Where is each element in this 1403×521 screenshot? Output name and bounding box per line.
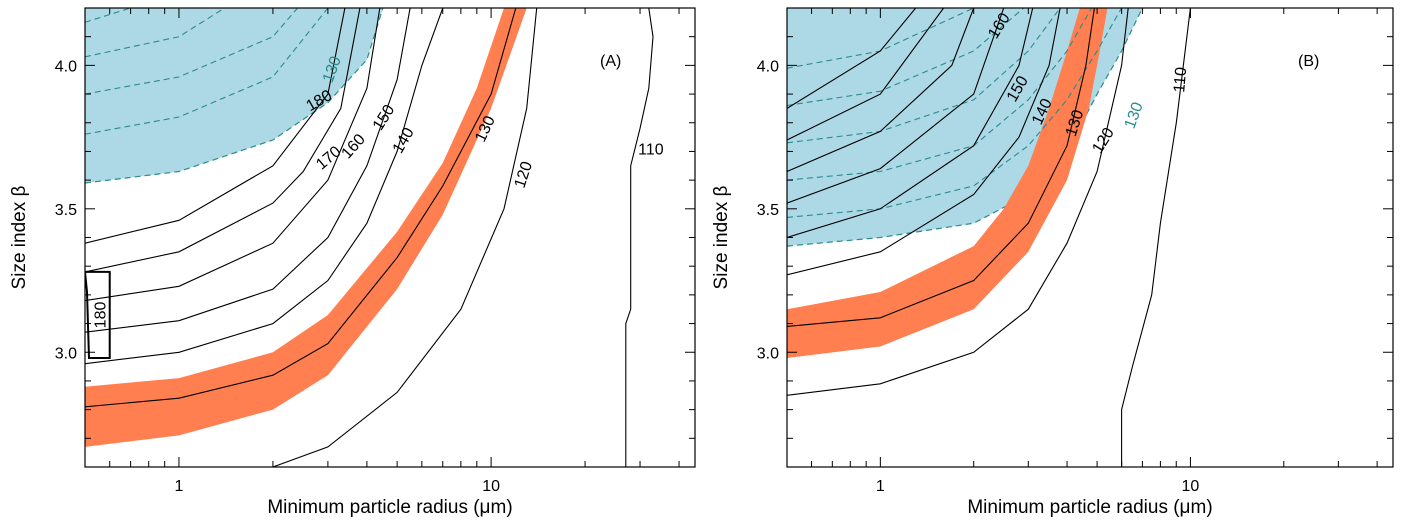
- contour-line-180: [85, 8, 346, 244]
- contour-line-170: [85, 8, 361, 273]
- contour-line-120: [272, 8, 538, 467]
- dashed-contour-2: [85, 8, 225, 58]
- x-tick-label: 10: [1182, 478, 1200, 495]
- y-tick-label: 3.5: [757, 202, 779, 219]
- y-axis-title: Size index β: [711, 185, 732, 289]
- contour-line-110: [625, 8, 654, 467]
- dashed-boundary: [787, 8, 1143, 247]
- contour-label-110: 110: [638, 142, 664, 159]
- panel-label: (A): [600, 53, 621, 70]
- contour-line-unlabeled-7: [787, 8, 917, 109]
- small-region-label: 180: [93, 302, 110, 329]
- dashed-contour-0: [85, 8, 329, 135]
- dashed-contour-1: [787, 8, 1093, 181]
- x-tick-label: 10: [482, 478, 500, 495]
- y-tick-label: 3.5: [55, 202, 77, 219]
- x-axis-title: Minimum particle radius (μm): [967, 497, 1212, 518]
- contour-line-110: [1121, 8, 1191, 467]
- contour-line-150: [85, 8, 411, 333]
- contour-line-120: [787, 8, 1129, 396]
- x-tick-label: 1: [175, 478, 184, 495]
- plot-area: [787, 8, 1191, 467]
- contour-line-140: [85, 8, 444, 365]
- y-axis-title: Size index β: [9, 185, 30, 289]
- x-axis-title: Minimum particle radius (μm): [267, 497, 512, 518]
- small-enclosed-contour: [85, 270, 111, 359]
- y-tick-label: 3.0: [757, 345, 779, 362]
- dashed-contour-3: [85, 8, 131, 23]
- contour-line-150: [787, 8, 1034, 239]
- contour-line-140: [787, 8, 1061, 276]
- contour-label-110: 110: [1171, 66, 1190, 93]
- x-tick-label: 1: [876, 478, 885, 495]
- contour-label-120: 120: [512, 159, 536, 190]
- contour-line-unlabeled-6: [787, 8, 945, 141]
- feasible-region-blue: [85, 8, 383, 183]
- contour-line-130: [787, 8, 1095, 327]
- y-tick-label: 4.0: [55, 58, 77, 75]
- panel-label: (B): [1298, 53, 1319, 70]
- y-tick-label: 4.0: [757, 58, 779, 75]
- contour-line-160: [85, 8, 381, 302]
- plot-area: [85, 8, 654, 467]
- dashed-contour-2: [787, 8, 1061, 144]
- contour-line-160: [787, 8, 1005, 204]
- dashed-contour-label: 130: [1122, 100, 1147, 131]
- contour-line-130: [85, 8, 517, 408]
- contour-line-unlabeled-5: [787, 8, 975, 173]
- dashed-contour-3: [787, 8, 1025, 107]
- y-tick-label: 3.0: [55, 345, 77, 362]
